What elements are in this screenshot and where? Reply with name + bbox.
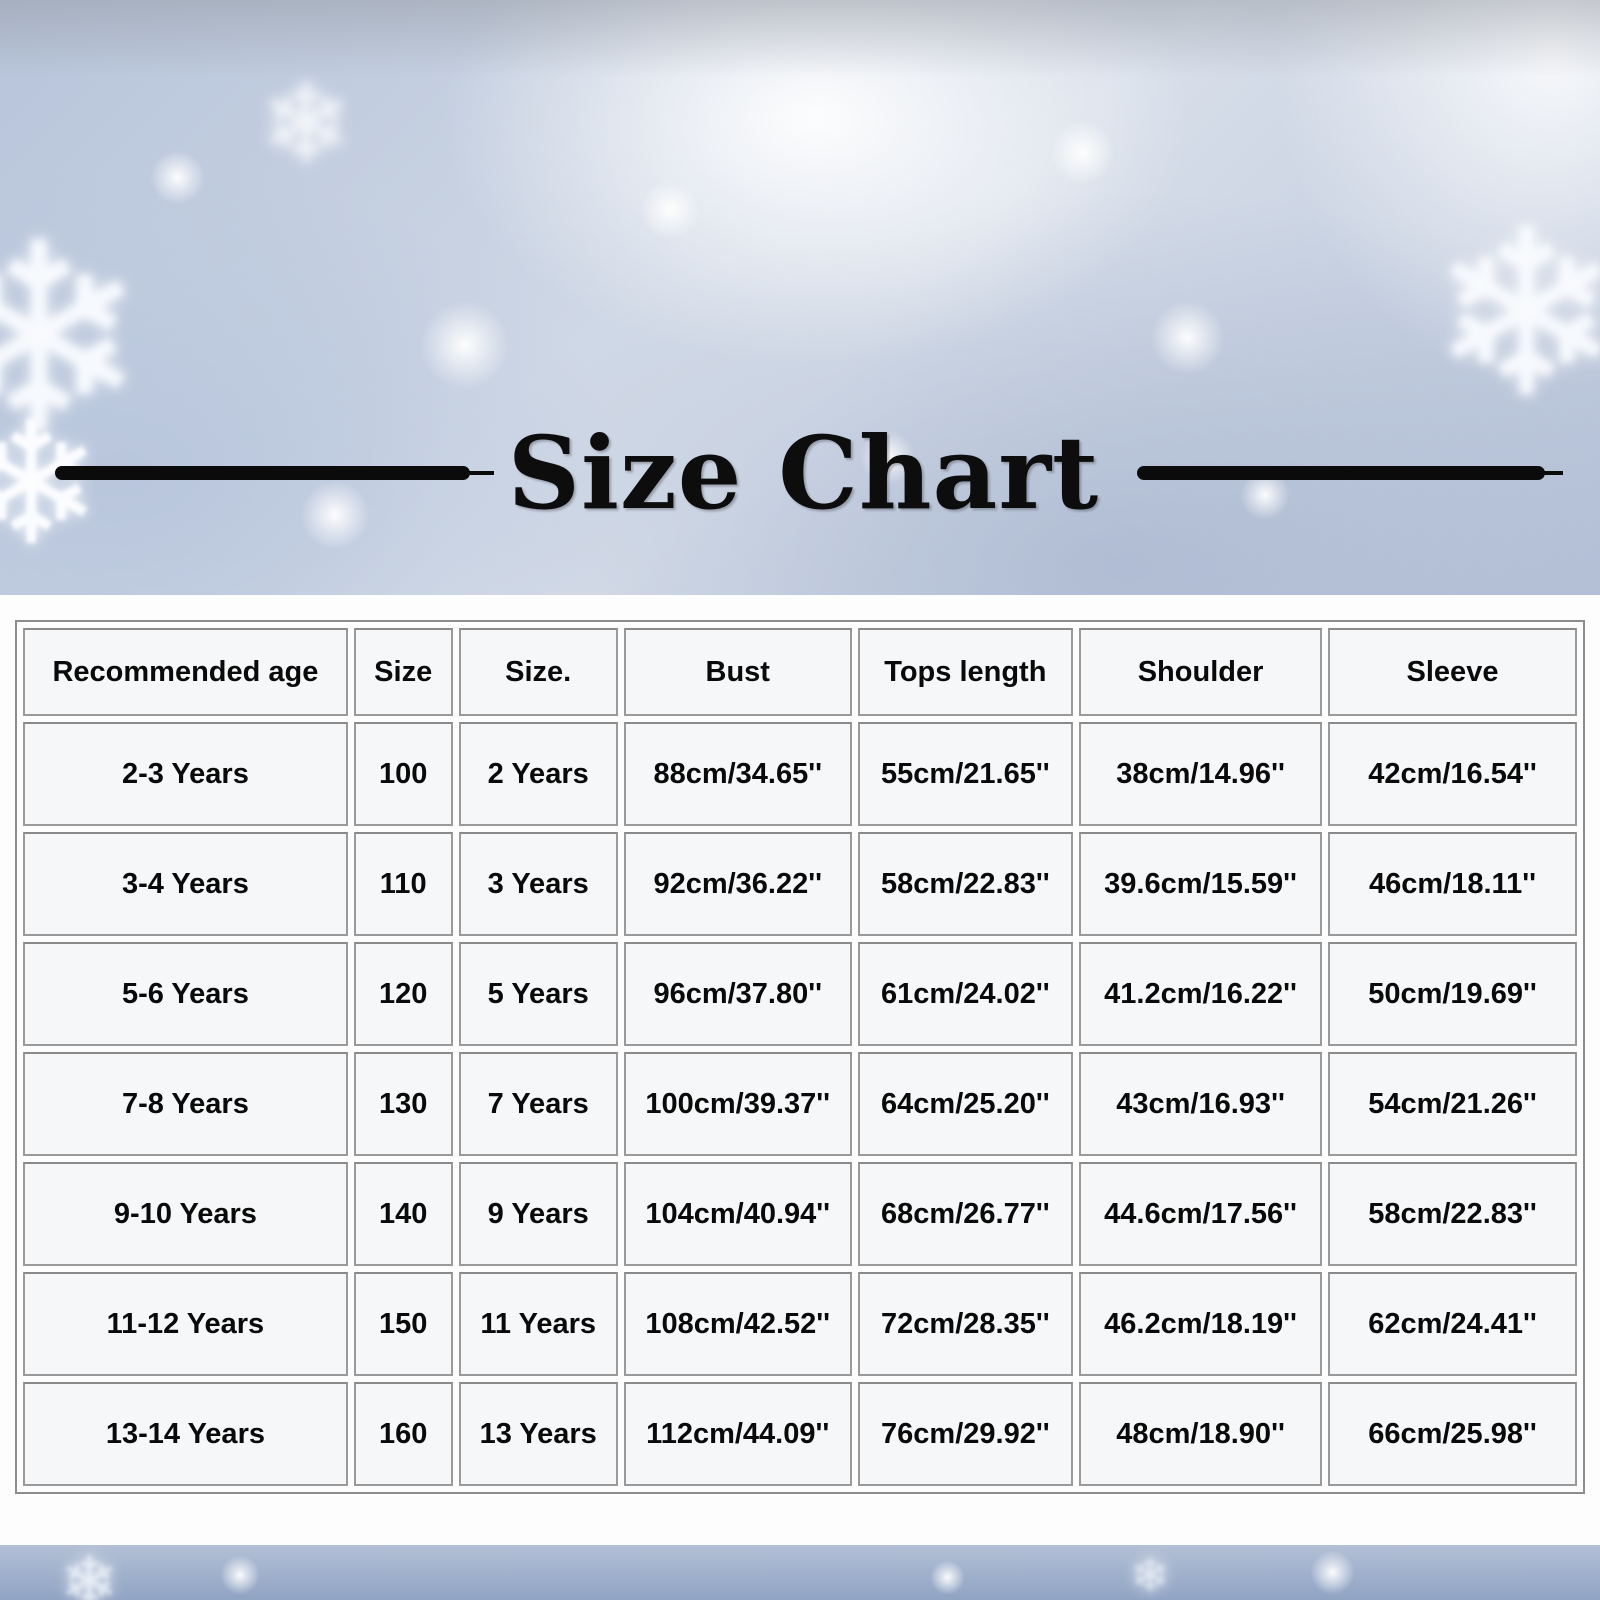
snowflake-icon: ❄ — [1430, 186, 1600, 443]
table-cell: 11 Years — [458, 1272, 618, 1376]
table-cell: 150 — [353, 1272, 453, 1376]
table-row: 3-4 Years 110 3 Years 92cm/36.22'' 58cm/22.8… — [23, 832, 1577, 936]
table-cell: 58cm/22.83'' — [857, 832, 1074, 936]
size-chart-table: Recommended age Size Size. Bust Tops length S… — [15, 620, 1585, 1494]
table-row: 13-14 Years 160 13 Years 112cm/44.09'' 76cm/… — [23, 1382, 1577, 1486]
table-row: 11-12 Years 150 11 Years 108cm/42.52'' 72cm/… — [23, 1272, 1577, 1376]
table-cell: 5 Years — [458, 942, 618, 1046]
table-cell: 58cm/22.83'' — [1328, 1162, 1577, 1266]
page-title: Size Chart — [507, 414, 1100, 532]
table-row: 9-10 Years 140 9 Years 104cm/40.94'' 68cm/26… — [23, 1162, 1577, 1266]
bokeh-dot — [1310, 1550, 1355, 1595]
table-row: 2-3 Years 100 2 Years 88cm/34.65'' 55cm/21.6… — [23, 722, 1577, 826]
header-cell: Size. — [458, 628, 618, 716]
snowflake-icon: ❄ — [260, 63, 353, 186]
bokeh-dot — [420, 300, 510, 390]
snowflake-icon: ❄ — [0, 390, 103, 580]
title-row: Size Chart — [0, 398, 1600, 548]
title-rule-right — [1137, 466, 1564, 480]
table-cell: 61cm/24.02'' — [857, 942, 1074, 1046]
table-cell: 11-12 Years — [23, 1272, 348, 1376]
bokeh-dot — [1050, 120, 1115, 185]
header-cell: Tops length — [857, 628, 1074, 716]
table-cell: 48cm/18.90'' — [1079, 1382, 1322, 1486]
table-cell: 9-10 Years — [23, 1162, 348, 1266]
size-table-section: Recommended age Size Size. Bust Tops length S… — [0, 595, 1600, 1545]
table-cell: 9 Years — [458, 1162, 618, 1266]
table-cell: 100cm/39.37'' — [623, 1052, 852, 1156]
table-cell: 64cm/25.20'' — [857, 1052, 1074, 1156]
table-cell: 3-4 Years — [23, 832, 348, 936]
bokeh-dot — [150, 150, 205, 205]
table-cell: 68cm/26.77'' — [857, 1162, 1074, 1266]
table-cell: 72cm/28.35'' — [857, 1272, 1074, 1376]
bokeh-dot — [930, 1560, 965, 1595]
table-cell: 100 — [353, 722, 453, 826]
table-cell: 46.2cm/18.19'' — [1079, 1272, 1322, 1376]
table-cell: 43cm/16.93'' — [1079, 1052, 1322, 1156]
table-cell: 112cm/44.09'' — [623, 1382, 852, 1486]
snowflake-icon: ❄ — [1130, 1550, 1171, 1600]
table-cell: 62cm/24.41'' — [1328, 1272, 1577, 1376]
table-cell: 130 — [353, 1052, 453, 1156]
table-cell: 7 Years — [458, 1052, 618, 1156]
table-cell: 140 — [353, 1162, 453, 1266]
winter-footer-band: ❄ ❄ — [0, 1545, 1600, 1600]
table-cell: 96cm/37.80'' — [623, 942, 852, 1046]
header-cell: Size — [353, 628, 453, 716]
table-cell: 50cm/19.69'' — [1328, 942, 1577, 1046]
table-row: 5-6 Years 120 5 Years 96cm/37.80'' 61cm/24.0… — [23, 942, 1577, 1046]
table-cell: 110 — [353, 832, 453, 936]
bokeh-dot — [860, 430, 915, 485]
header-cell: Sleeve — [1328, 628, 1577, 716]
table-cell: 66cm/25.98'' — [1328, 1382, 1577, 1486]
table-cell: 3 Years — [458, 832, 618, 936]
winter-hero-banner: ❄ ❄ ❄ ❄ Size Chart — [0, 0, 1600, 595]
table-cell: 41.2cm/16.22'' — [1079, 942, 1322, 1046]
bokeh-dot — [1150, 300, 1225, 375]
table-cell: 46cm/18.11'' — [1328, 832, 1577, 936]
snowflake-icon: ❄ — [0, 195, 148, 485]
table-cell: 44.6cm/17.56'' — [1079, 1162, 1322, 1266]
table-cell: 54cm/21.26'' — [1328, 1052, 1577, 1156]
table-cell: 108cm/42.52'' — [623, 1272, 852, 1376]
table-cell: 92cm/36.22'' — [623, 832, 852, 936]
table-cell: 13-14 Years — [23, 1382, 348, 1486]
table-cell: 38cm/14.96'' — [1079, 722, 1322, 826]
table-cell: 5-6 Years — [23, 942, 348, 1046]
table-cell: 13 Years — [458, 1382, 618, 1486]
table-cell: 120 — [353, 942, 453, 1046]
header-cell: Bust — [623, 628, 852, 716]
bokeh-dot — [300, 480, 370, 550]
header-cell: Recommended age — [23, 628, 348, 716]
header-cell: Shoulder — [1079, 628, 1322, 716]
table-cell: 76cm/29.92'' — [857, 1382, 1074, 1486]
table-cell: 7-8 Years — [23, 1052, 348, 1156]
table-cell: 2-3 Years — [23, 722, 348, 826]
bokeh-dot — [640, 180, 700, 240]
title-rule-left — [54, 466, 494, 480]
bokeh-dot — [220, 1555, 260, 1595]
table-cell: 2 Years — [458, 722, 618, 826]
table-cell: 42cm/16.54'' — [1328, 722, 1577, 826]
table-cell: 39.6cm/15.59'' — [1079, 832, 1322, 936]
table-cell: 55cm/21.65'' — [857, 722, 1074, 826]
table-body: 2-3 Years 100 2 Years 88cm/34.65'' 55cm/21.6… — [23, 722, 1577, 1486]
table-cell: 104cm/40.94'' — [623, 1162, 852, 1266]
snowflake-icon: ❄ — [60, 1545, 119, 1600]
table-cell: 160 — [353, 1382, 453, 1486]
table-row: 7-8 Years 130 7 Years 100cm/39.37'' 64cm/25.… — [23, 1052, 1577, 1156]
table-cell: 88cm/34.65'' — [623, 722, 852, 826]
table-header-row: Recommended age Size Size. Bust Tops length S… — [23, 628, 1577, 716]
